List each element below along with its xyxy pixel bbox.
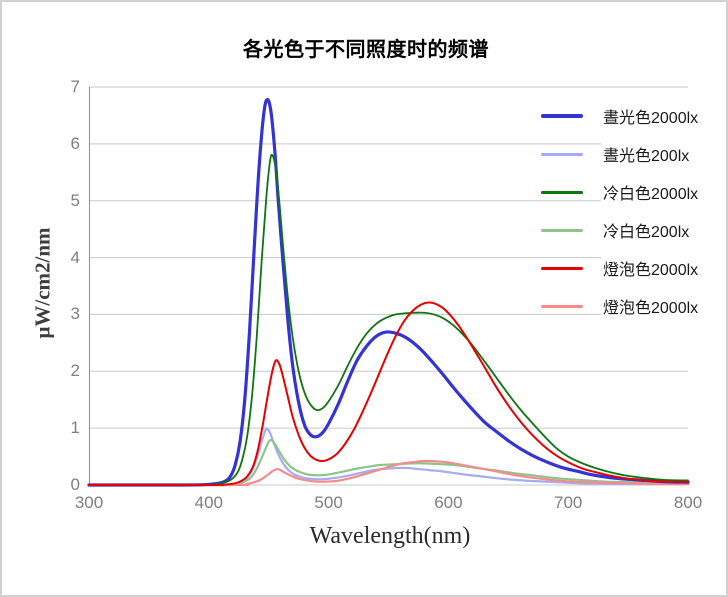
x-tick-label: 800 — [673, 493, 703, 512]
x-tick-label: 500 — [314, 493, 343, 512]
y-tick-label: 6 — [70, 133, 80, 153]
y-tick-label: 3 — [70, 304, 80, 324]
legend-swatch-line — [541, 304, 583, 308]
legend-swatch-line — [541, 266, 583, 270]
legend-label: 晝光色2000lx — [601, 103, 701, 129]
legend-swatch-line — [541, 228, 583, 232]
legend-label: 燈泡色2000lx — [601, 255, 701, 281]
y-tick-label: 5 — [70, 190, 80, 210]
x-tick-label: 700 — [554, 493, 583, 512]
legend-swatch-line — [541, 190, 583, 194]
x-axis-label: Wavelength(nm) — [309, 523, 471, 549]
legend-item: 晝光色2000lx — [541, 97, 701, 135]
series-line-5 — [87, 459, 690, 487]
legend-label: 冷白色200lx — [601, 217, 692, 243]
chart-title: 各光色于不同照度时的频谱 — [243, 39, 489, 61]
y-tick-label: 7 — [70, 77, 80, 96]
plot-area — [87, 86, 690, 487]
series-line-4 — [88, 301, 689, 487]
legend-label: 晝光色200lx — [601, 141, 692, 167]
legend-item: 燈泡色2000lx — [541, 287, 701, 325]
legend-label: 冷白色2000lx — [601, 179, 701, 205]
legend-swatch-line — [541, 152, 583, 156]
legend-item: 冷白色200lx — [541, 211, 700, 249]
legend-label: 燈泡色2000lx — [601, 293, 701, 319]
series-line-3 — [87, 438, 690, 487]
x-tick-label: 400 — [194, 493, 223, 512]
legend-item: 冷白色2000lx — [541, 173, 701, 211]
y-tick-label: 2 — [70, 361, 80, 381]
series-line-0 — [87, 97, 690, 487]
legend-item: 燈泡色2000lx — [541, 249, 701, 287]
y-tick-label: 1 — [70, 418, 80, 438]
legend-swatch-line — [541, 114, 583, 118]
series-line-2 — [88, 153, 689, 486]
x-tick-label: 600 — [434, 493, 463, 512]
y-tick-label: 0 — [70, 475, 80, 494]
legend: 晝光色2000lx 晝光色200lx 冷白色2000lx 冷白色200lx 燈泡色200… — [541, 97, 701, 325]
x-tick-label: 300 — [74, 493, 104, 512]
legend-item: 晝光色200lx — [541, 135, 700, 173]
y-tick-label: 4 — [70, 247, 80, 267]
